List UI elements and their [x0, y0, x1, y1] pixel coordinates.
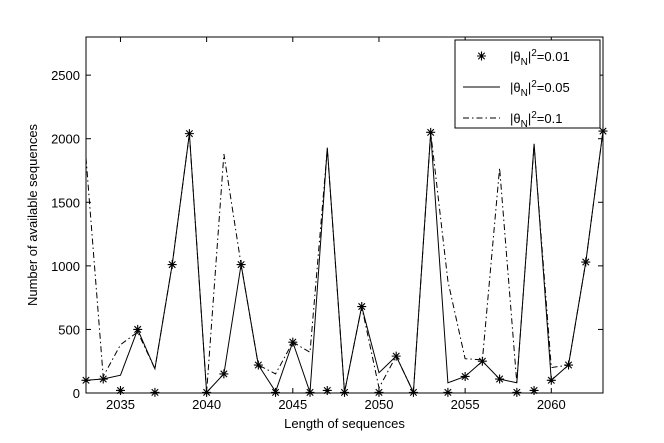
data-point-marker [322, 385, 332, 395]
legend-label: |θN|2=0.01 [510, 48, 570, 68]
data-point-marker [581, 257, 591, 267]
data-point-marker [253, 360, 263, 370]
y-axis-label: Number of available sequences [25, 123, 40, 306]
data-point-marker [546, 375, 556, 385]
data-point-marker [288, 337, 298, 347]
data-point-marker [512, 387, 522, 397]
y-tick-label: 1500 [51, 195, 80, 210]
data-point-marker [236, 260, 246, 270]
legend-entry: |θN|2=0.01 [477, 48, 570, 68]
legend-label: |θN|2=0.05 [510, 79, 570, 99]
data-point-marker [167, 260, 177, 270]
legend-label: |θN|2=0.1 [510, 110, 562, 130]
x-tick-label: 2060 [537, 397, 566, 412]
legend: |θN|2=0.01 |θN|2=0.05 |θN|2=0.1 [454, 39, 601, 130]
legend-marker [477, 51, 486, 61]
data-point-marker [426, 127, 436, 137]
data-point-marker [133, 324, 143, 334]
data-point-marker [529, 385, 539, 395]
legend-entry: |θN|2=0.05 [463, 79, 570, 99]
data-point-marker [184, 129, 194, 139]
plot-lines [85, 131, 604, 395]
series-line-solid [85, 131, 604, 395]
data-point-marker [443, 387, 453, 397]
x-tick-label: 2055 [451, 397, 480, 412]
y-tick-label: 0 [73, 386, 80, 401]
x-tick-label: 2040 [192, 397, 221, 412]
y-tick-label: 2000 [51, 132, 80, 147]
x-tick-label: 2050 [365, 397, 394, 412]
data-point-marker [564, 360, 574, 370]
data-point-marker [150, 387, 160, 397]
data-point-marker [460, 371, 470, 381]
data-point-marker [357, 302, 367, 312]
data-point-marker [98, 374, 108, 384]
x-tick-label: 2045 [278, 397, 307, 412]
y-tick-label: 2500 [51, 68, 80, 83]
legend-entry: |θN|2=0.1 [463, 110, 562, 130]
data-point-marker [271, 387, 281, 397]
plot-markers [81, 126, 608, 397]
x-axis-ticks: 2035 2040 2045 2050 2055 2060 [106, 37, 566, 412]
data-point-marker [408, 387, 418, 397]
y-tick-label: 1000 [51, 259, 80, 274]
data-point-marker [477, 356, 487, 366]
y-tick-label: 500 [58, 322, 80, 337]
x-tick-label: 2035 [106, 397, 135, 412]
legend-box [454, 39, 601, 129]
data-point-marker [219, 369, 229, 379]
plot-frame [85, 36, 604, 394]
data-point-marker [305, 387, 315, 397]
data-point-marker [391, 351, 401, 361]
y-axis-ticks: 0 500 1000 1500 2000 2500 [51, 68, 603, 401]
data-point-marker [340, 387, 349, 397]
x-axis-label: Length of sequences [284, 416, 405, 431]
data-point-marker [495, 374, 505, 384]
